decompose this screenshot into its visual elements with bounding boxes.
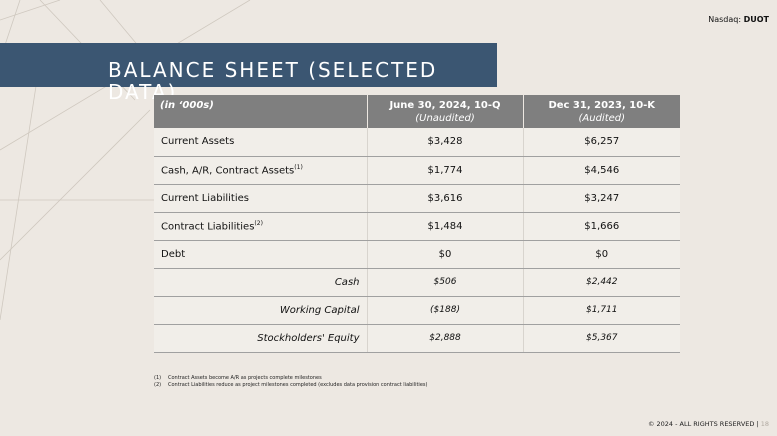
footnote-ref: (2) <box>254 219 263 227</box>
header-dec-2023: Dec 31, 2023, 10-K (Audited) <box>523 95 680 128</box>
table-row: Stockholders' Equity $2,888 $5,367 <box>154 324 680 353</box>
footnote: (2) Contract Liabilities reduce as projec… <box>154 382 428 388</box>
row-label: Working Capital <box>154 296 368 325</box>
value-june-2024: $0 <box>367 240 524 269</box>
ticker-label: Nasdaq: DUOT <box>708 15 769 24</box>
title-banner: BALANCE SHEET (SELECTED DATA) <box>0 43 497 103</box>
header-june-2024: June 30, 2024, 10-Q (Unaudited) <box>367 95 524 128</box>
table-row: Current Liabilities $3,616 $3,247 <box>154 184 680 213</box>
table-row: Cash, A/R, Contract Assets(1) $1,774 $4,54… <box>154 156 680 185</box>
value-dec-2023: $1,711 <box>523 296 680 325</box>
table-row: Current Assets $3,428 $6,257 <box>154 128 680 157</box>
row-label: Stockholders' Equity <box>154 324 368 353</box>
table-row: Debt $0 $0 <box>154 240 680 269</box>
row-label: Cash <box>154 268 368 297</box>
table-row: Working Capital ($188) $1,711 <box>154 296 680 325</box>
header-units: (in ‘000s) <box>154 95 368 128</box>
value-dec-2023: $2,442 <box>523 268 680 297</box>
balance-sheet-table: (in ‘000s) June 30, 2024, 10-Q (Unaudited… <box>154 95 680 353</box>
row-label: Contract Liabilities(2) <box>154 212 368 241</box>
value-dec-2023: $3,247 <box>523 184 680 213</box>
footnotes: (1) Contract Assets become A/R as project… <box>154 375 427 389</box>
value-dec-2023: $5,367 <box>523 324 680 353</box>
value-june-2024: $1,774 <box>367 156 524 185</box>
value-dec-2023: $1,666 <box>523 212 680 241</box>
value-june-2024: $3,428 <box>367 128 524 157</box>
table-row: Contract Liabilities(2) $1,484 $1,666 <box>154 212 680 241</box>
footer: © 2024 - ALL RIGHTS RESERVED | 18 <box>647 420 769 428</box>
value-dec-2023: $0 <box>523 240 680 269</box>
value-june-2024: $1,484 <box>367 212 524 241</box>
row-label: Current Assets <box>154 128 368 157</box>
row-label: Debt <box>154 240 368 269</box>
row-label: Current Liabilities <box>154 184 368 213</box>
table-row: Cash $506 $2,442 <box>154 268 680 297</box>
value-june-2024: $506 <box>367 268 524 297</box>
table-header-row: (in ‘000s) June 30, 2024, 10-Q (Unaudited… <box>154 95 680 128</box>
value-june-2024: $2,888 <box>367 324 524 353</box>
footnote-ref: (1) <box>294 163 303 171</box>
value-dec-2023: $4,546 <box>523 156 680 185</box>
value-dec-2023: $6,257 <box>523 128 680 157</box>
value-june-2024: ($188) <box>367 296 524 325</box>
row-label: Cash, A/R, Contract Assets(1) <box>154 156 368 185</box>
footnote: (1) Contract Assets become A/R as project… <box>154 375 322 381</box>
page-number: 18 <box>760 420 769 428</box>
value-june-2024: $3,616 <box>367 184 524 213</box>
